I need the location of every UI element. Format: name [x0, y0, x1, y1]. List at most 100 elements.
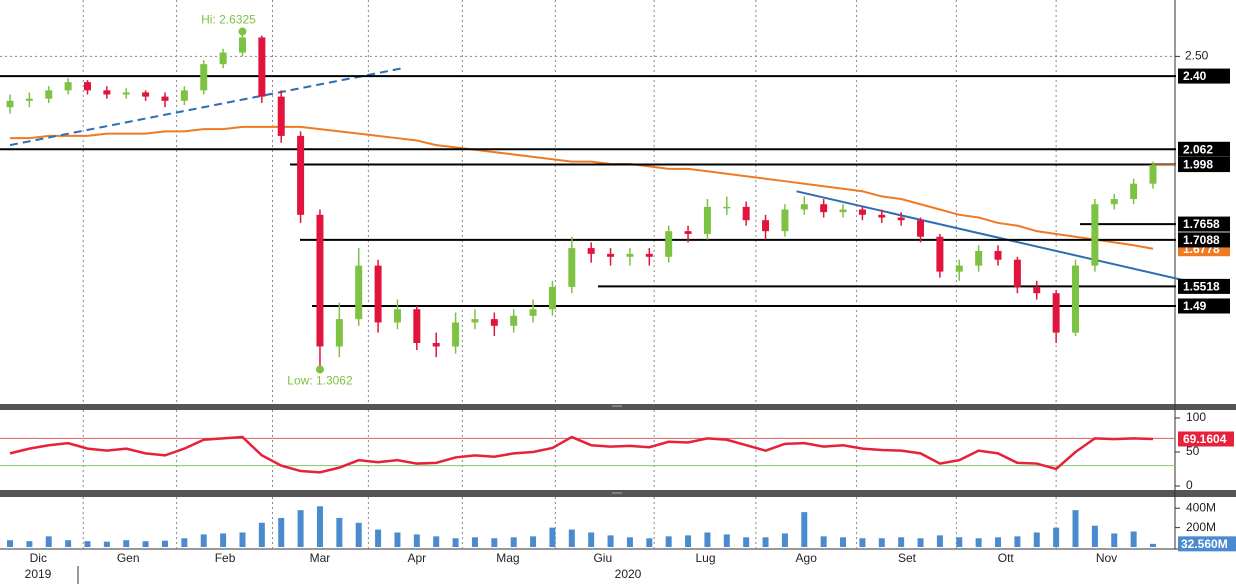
- high-marker: [238, 27, 247, 36]
- level-label-box: [1178, 278, 1230, 294]
- volume-bar: [316, 506, 323, 547]
- moving-average: [10, 125, 1154, 250]
- volume-bar: [762, 537, 769, 547]
- candle-body: [626, 253, 634, 257]
- candle-body: [897, 217, 905, 221]
- candle-body: [917, 220, 925, 237]
- candle-body: [413, 309, 421, 343]
- volume-bar: [607, 535, 614, 547]
- candle-body: [335, 319, 343, 347]
- candle-body: [6, 100, 14, 108]
- candle-body: [839, 209, 847, 213]
- candle-body: [684, 231, 692, 234]
- candle-body: [742, 206, 750, 221]
- level-label: 1.5518: [1183, 280, 1220, 294]
- candle-body: [607, 253, 615, 257]
- y-tick-label: 50: [1186, 444, 1200, 458]
- trendline: [796, 190, 1187, 282]
- candle-body: [955, 265, 963, 272]
- volume-bar: [103, 541, 110, 547]
- candle-body: [994, 250, 1002, 260]
- candle-body: [297, 135, 305, 215]
- x-tick-label: Giu: [593, 551, 612, 565]
- volume-bar: [375, 529, 382, 547]
- candle-body: [452, 322, 460, 347]
- volume-bar: [820, 536, 827, 547]
- volume-bar: [26, 541, 33, 547]
- candle-body: [820, 204, 828, 213]
- candle-body: [432, 342, 440, 347]
- candle-body: [878, 214, 886, 218]
- volume-bar: [336, 517, 343, 547]
- level-label: 1.7658: [1183, 217, 1220, 231]
- rsi-label: 69.1604: [1183, 432, 1227, 446]
- x-tick-label: Feb: [215, 551, 236, 565]
- volume-bar: [723, 534, 730, 547]
- volume-bar: [491, 538, 498, 547]
- candle-body: [471, 319, 479, 323]
- candle-body: [142, 92, 150, 97]
- x-tick-label: Lug: [695, 551, 715, 565]
- volume-bar: [394, 532, 401, 547]
- volume-bar: [840, 537, 847, 547]
- candle-body: [1072, 265, 1080, 333]
- volume-bar: [220, 533, 227, 547]
- volume-label-box: [1178, 536, 1236, 552]
- candle-body: [355, 265, 363, 320]
- candle-body: [645, 253, 653, 257]
- candle-body: [568, 248, 576, 287]
- candle-body: [858, 209, 866, 215]
- x-tick-label: Gen: [117, 551, 140, 565]
- rsi-line: [9, 435, 1154, 474]
- candle-body: [180, 90, 188, 101]
- y-tick-label: 2.50: [1185, 49, 1209, 63]
- candle-body: [936, 236, 944, 272]
- x-tick-label: Mag: [496, 551, 519, 565]
- level-label: 2.062: [1183, 142, 1213, 156]
- level-label-box: [1178, 232, 1230, 248]
- candle-body: [258, 37, 266, 97]
- volume-bar: [433, 536, 440, 547]
- candle-body: [103, 90, 111, 95]
- volume-bar: [1091, 525, 1098, 547]
- volume-bar: [626, 537, 633, 547]
- candle-body: [83, 82, 91, 91]
- volume-bar: [1072, 510, 1079, 547]
- volume-bar: [297, 510, 304, 547]
- volume-bar: [530, 536, 537, 547]
- candle-body: [529, 309, 537, 316]
- volume-bar: [936, 535, 943, 547]
- y-tick-label: 0: [1186, 478, 1193, 492]
- volume-bar: [859, 538, 866, 547]
- level-label-box: [1178, 298, 1230, 314]
- volume-bar: [956, 537, 963, 547]
- candle-body: [1149, 164, 1157, 184]
- volume-bar: [65, 540, 72, 547]
- candle-body: [393, 309, 401, 323]
- candle-body: [316, 214, 324, 347]
- candle-body: [374, 265, 382, 323]
- annotation: Hi: 2.6325: [201, 13, 256, 27]
- candle-body: [219, 52, 227, 65]
- volume-bar: [1014, 536, 1021, 547]
- level-label: 1.998: [1183, 158, 1213, 172]
- volume-bar: [878, 538, 885, 547]
- trendline: [9, 67, 404, 147]
- volume-bar: [1053, 527, 1060, 547]
- candle-body: [762, 220, 770, 232]
- volume-bar: [781, 533, 788, 547]
- volume-bar: [258, 522, 265, 547]
- volume-bar: [549, 527, 556, 547]
- x-tick-label: Dic: [30, 551, 47, 565]
- rsi-label-box: [1178, 431, 1234, 447]
- candle-body: [1033, 286, 1041, 294]
- candle-body: [122, 92, 130, 95]
- volume-bar: [45, 536, 52, 547]
- annotation: Low: 1.3062: [287, 374, 353, 388]
- volume-bar: [704, 532, 711, 547]
- year-label: 2019: [25, 567, 52, 581]
- volume-bar: [975, 538, 982, 547]
- volume-bar: [142, 541, 149, 547]
- candle-body: [64, 82, 72, 91]
- volume-bar: [898, 537, 905, 547]
